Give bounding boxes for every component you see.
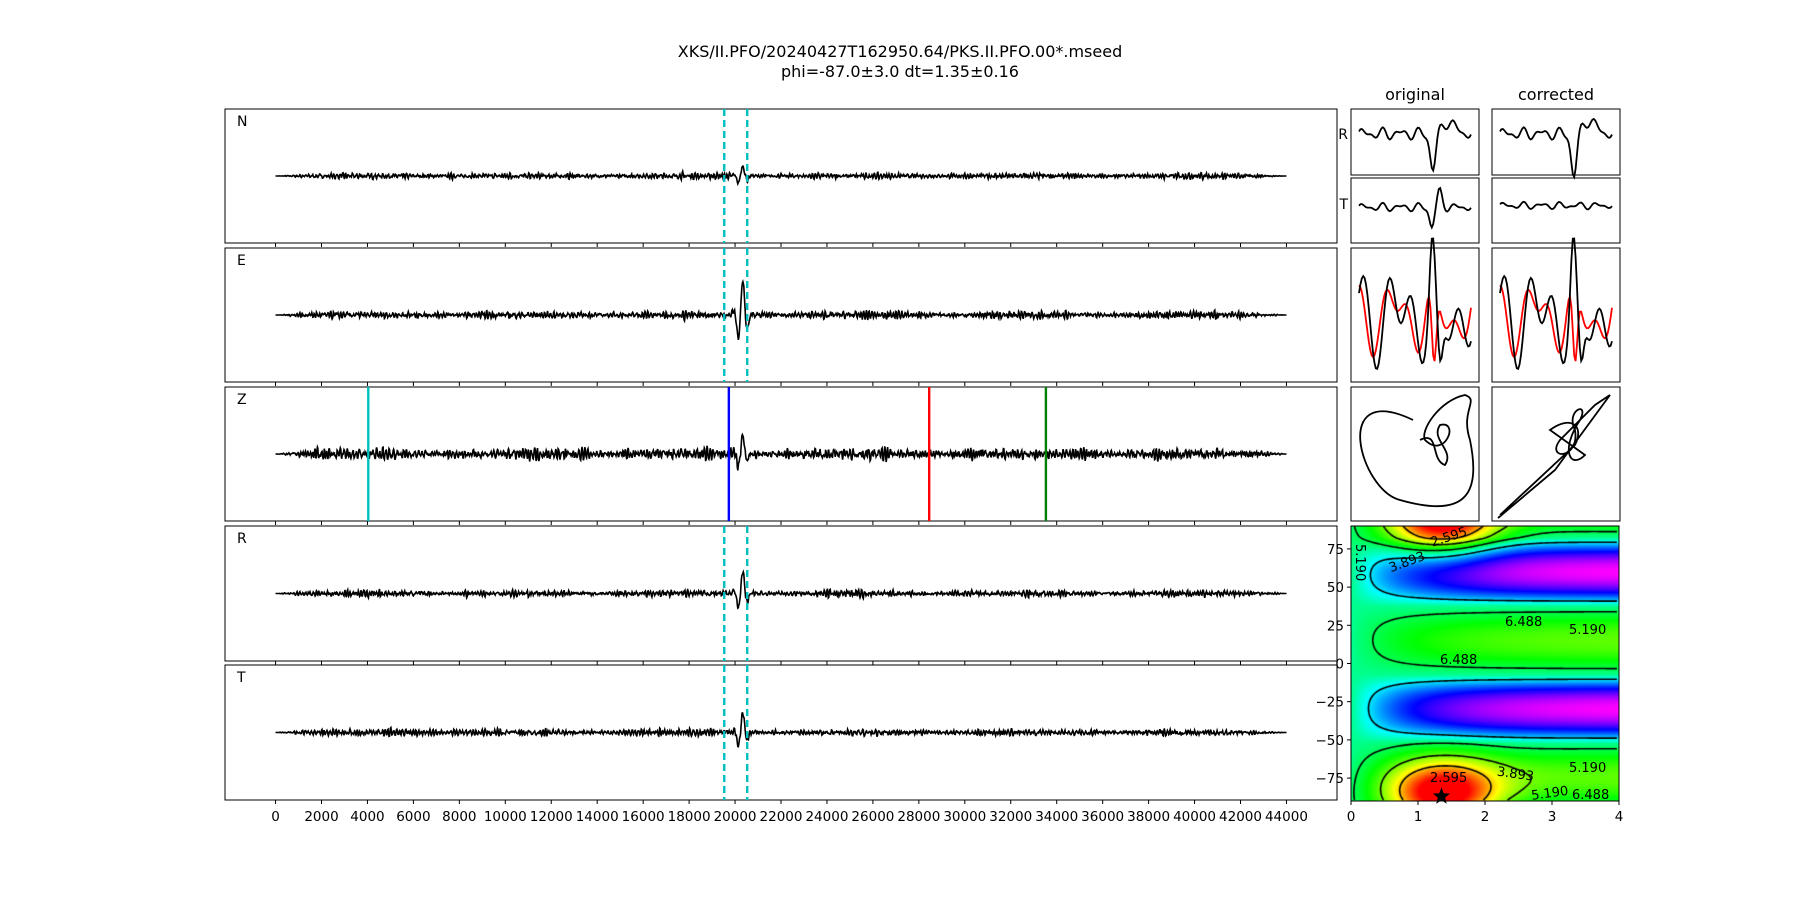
channel-label: E — [237, 253, 246, 269]
phi-tick-label: −75 — [1316, 771, 1345, 787]
phi-tick-label: 25 — [1327, 618, 1344, 634]
overlay-trace-red — [1358, 284, 1472, 362]
row-label-r: R — [1338, 127, 1348, 143]
contour-label: 6.488 — [1440, 653, 1477, 668]
channel-label: R — [237, 531, 247, 547]
x-tick-label: 32000 — [989, 809, 1032, 825]
contour-label: 2.595 — [1430, 771, 1467, 786]
comparison-panel — [1350, 247, 1480, 383]
overlay-trace-red — [1499, 284, 1613, 362]
column-title-corrected: corrected — [1518, 85, 1594, 104]
transverse-trace — [1358, 186, 1472, 230]
radial-trace — [1358, 119, 1472, 174]
dt-tick-label: 3 — [1548, 809, 1557, 825]
figure-title: XKS/II.PFO/20240427T162950.64/PKS.II.PFO… — [678, 42, 1122, 61]
phi-tick-label: 0 — [1335, 657, 1344, 673]
comparison-panel — [1350, 386, 1480, 522]
overlay-trace-black — [1358, 237, 1472, 370]
column-title-original: original — [1385, 85, 1445, 104]
phi-tick-label: 75 — [1327, 542, 1344, 558]
channel-label: N — [237, 114, 247, 130]
seismogram-trace-e — [275, 278, 1287, 341]
seismogram-trace-z — [275, 432, 1287, 471]
x-tick-label: 0 — [271, 809, 280, 825]
contour-label: 6.488 — [1572, 788, 1609, 803]
x-tick-label: 2000 — [304, 809, 338, 825]
x-tick-label: 4000 — [350, 809, 384, 825]
contour-label: 2.595 — [1429, 525, 1469, 551]
comparison-panel — [1491, 386, 1621, 522]
radial-trace — [1499, 117, 1613, 180]
best-fit-star-icon — [1432, 787, 1450, 804]
phi-tick-label: −50 — [1316, 733, 1345, 749]
dt-tick-label: 4 — [1615, 809, 1624, 825]
phi-tick-label: 50 — [1327, 580, 1344, 596]
seismogram-trace-t — [275, 712, 1287, 748]
comparison-panel — [1350, 108, 1480, 176]
phi-tick-label: −25 — [1316, 695, 1345, 711]
overlay-trace-black — [1499, 237, 1613, 370]
x-tick-label: 34000 — [1035, 809, 1078, 825]
x-tick-label: 26000 — [851, 809, 894, 825]
contour-label: 3.893 — [1387, 549, 1427, 576]
particle-motion-original — [1359, 394, 1475, 508]
particle-motion-corrected — [1497, 394, 1611, 519]
x-tick-label: 24000 — [805, 809, 848, 825]
seismogram-trace-n — [275, 164, 1287, 187]
x-tick-label: 10000 — [484, 809, 527, 825]
dt-tick-label: 1 — [1414, 809, 1423, 825]
seismogram-trace-r — [275, 569, 1287, 610]
channel-label: T — [236, 670, 246, 686]
contour-label: 5.190 — [1569, 623, 1606, 638]
comparison-panel — [1491, 247, 1621, 383]
comparison-panel — [1491, 177, 1621, 244]
comparison-panel — [1350, 177, 1480, 244]
figure-subtitle: phi=-87.0±3.0 dt=1.35±0.16 — [781, 62, 1019, 81]
dt-tick-label: 2 — [1481, 809, 1490, 825]
error-surface-heatmap — [1351, 526, 1619, 801]
x-tick-label: 40000 — [1173, 809, 1216, 825]
contour-label: 5.190 — [1530, 784, 1569, 804]
x-tick-label: 22000 — [760, 809, 803, 825]
x-tick-label: 42000 — [1219, 809, 1262, 825]
x-tick-label: 28000 — [897, 809, 940, 825]
x-tick-label: 30000 — [943, 809, 986, 825]
x-tick-label: 8000 — [442, 809, 476, 825]
x-tick-label: 20000 — [714, 809, 757, 825]
dt-tick-label: 0 — [1347, 809, 1356, 825]
channel-label: Z — [237, 392, 247, 408]
contour-label: 5.190 — [1569, 761, 1606, 776]
x-tick-label: 12000 — [530, 809, 573, 825]
x-tick-label: 14000 — [576, 809, 619, 825]
contour-labels: 2.595 3.893 5.190 6.488 5.190 6.488 5.19… — [1352, 525, 1609, 804]
comparison-panel — [1491, 108, 1621, 176]
row-label-t: T — [1338, 197, 1348, 213]
x-tick-label: 16000 — [622, 809, 665, 825]
x-tick-label: 6000 — [396, 809, 430, 825]
x-tick-label: 38000 — [1127, 809, 1170, 825]
contour-label: 3.893 — [1496, 765, 1535, 785]
x-tick-label: 36000 — [1081, 809, 1124, 825]
contour-label: 5.190 — [1352, 544, 1367, 581]
x-tick-label: 18000 — [668, 809, 711, 825]
transverse-trace — [1499, 200, 1613, 211]
x-tick-label: 44000 — [1265, 809, 1308, 825]
contour-label: 6.488 — [1505, 615, 1542, 630]
